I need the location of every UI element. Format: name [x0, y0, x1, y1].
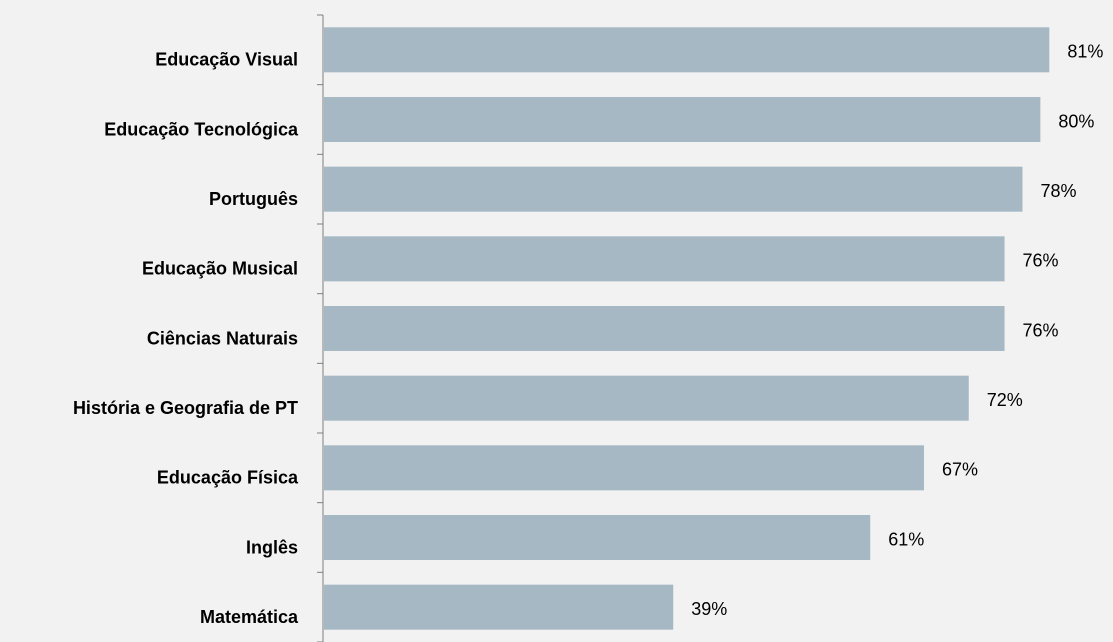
- value-label: 61%: [888, 529, 924, 549]
- value-label: 80%: [1058, 111, 1094, 131]
- bar: [324, 445, 924, 491]
- y-tick-label: Educação Musical: [142, 259, 298, 279]
- bar: [324, 584, 674, 630]
- y-tick-label: Educação Visual: [155, 50, 298, 70]
- bar: [324, 27, 1050, 73]
- y-tick-label: Ciências Naturais: [147, 328, 298, 348]
- y-tick-label: Matemática: [200, 607, 299, 627]
- value-label: 78%: [1040, 181, 1076, 201]
- value-label: 67%: [942, 460, 978, 480]
- bar: [324, 97, 1041, 142]
- y-tick-label: Português: [209, 189, 298, 209]
- bar: [324, 375, 969, 421]
- bar: [324, 236, 1005, 282]
- bar: [324, 515, 871, 560]
- y-tick-label: Educação Tecnológica: [104, 119, 299, 139]
- bar: [324, 306, 1005, 351]
- y-tick-label: História e Geografia de PT: [73, 398, 298, 418]
- value-label: 81%: [1067, 42, 1103, 62]
- y-tick-label: Inglês: [246, 537, 298, 557]
- value-label: 76%: [1023, 320, 1059, 340]
- value-label: 72%: [987, 390, 1023, 410]
- y-tick-label: Educação Física: [157, 468, 299, 488]
- value-label: 76%: [1023, 251, 1059, 271]
- value-label: 39%: [691, 599, 727, 619]
- bar: [324, 166, 1023, 212]
